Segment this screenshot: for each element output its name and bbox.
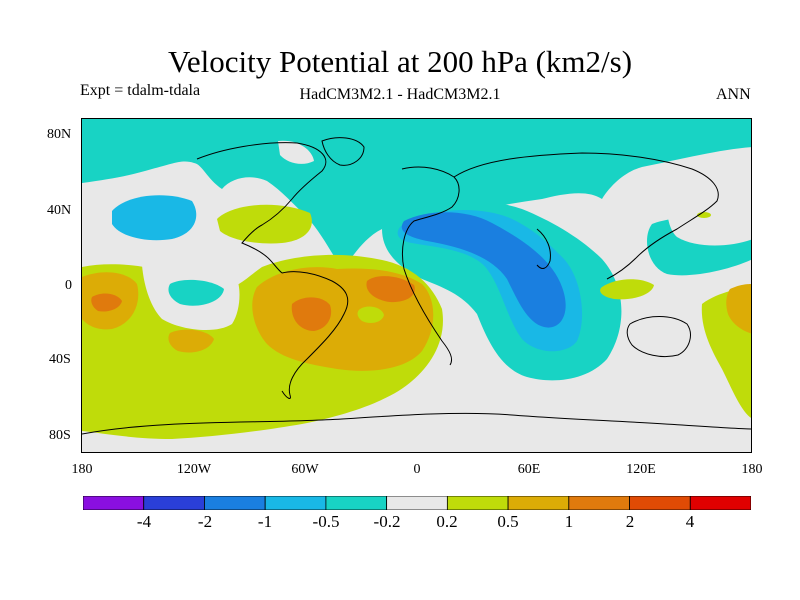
colorbar-label: -4 [136,512,152,531]
colorbar-cell [143,495,205,511]
colorbar-label: -1 [257,512,273,531]
colorbar-cell [507,495,570,511]
experiment-label: Expt = tdalm-tdala [80,82,201,99]
contour-pos-weak-samerica-patch [357,306,384,323]
lat-label-eq: 0 [65,278,72,293]
velocity-potential-map [81,118,752,453]
antarctica-coast [82,412,751,435]
lon-label-180e: 180 [741,462,763,477]
chart-title: Velocity Potential at 200 hPa (km2/s) [167,44,633,79]
lat-label-40n: 40N [47,203,72,218]
colorbar-cell [629,495,691,511]
colorbar-cell [446,495,509,511]
lat-label-80s: 80S [49,428,71,443]
contour-pos-weak-maritime [600,279,654,300]
contour-pos-mid-east-edge [726,283,751,334]
lon-label-180w: 180 [71,462,93,477]
colorbar-cell [325,495,388,511]
colorbar-label: 1 [564,512,574,531]
colorbar-cell [386,495,448,511]
lat-label-40s: 40S [49,352,71,367]
contour-neg-strong-indian [401,212,566,328]
lon-label-120w: 120W [176,462,212,477]
colorbar-label: 2 [625,512,635,531]
colorbar-label: -2 [197,512,213,531]
colorbar-label: 4 [685,512,695,531]
colorbar-cell [82,495,145,511]
colorbar-label: -0.5 [312,512,340,531]
contour-neg-mid-pacific [112,195,197,241]
contour-neg-weak-north [82,119,751,269]
colorbar-cell [568,495,630,511]
contour-pos-strong-samerica [291,297,332,331]
colorbar-label: 0.5 [497,512,519,531]
colorbar-label: 0.2 [436,512,458,531]
season-label: ANN [716,86,751,103]
colorbar-cell [689,495,752,511]
contour-pos-mid-pacific-2 [168,329,214,353]
lon-label-0: 0 [413,462,421,477]
lat-label-80n: 80N [47,127,72,142]
lon-label-60e: 60E [517,462,541,477]
colorbar-cell [264,495,327,511]
colorbar-label: -0.2 [373,512,401,531]
contour-near-zero-arctic [278,140,314,164]
lon-label-120e: 120E [626,462,656,477]
lon-label-60w: 60W [291,462,319,477]
contour-neg-weak-pacific-small-2 [168,279,224,306]
contour-pos-weak-us-east [217,204,312,244]
colorbar [82,495,752,511]
contour-near-zero-east-asia [667,157,751,246]
colorbar-cell [204,495,266,511]
model-label: HadCM3M2.1 - HadCM3M2.1 [299,86,501,103]
contour-pos-strong-atlantic [366,276,415,303]
contour-pos-strong-pacific [91,293,122,312]
coastlines [196,137,719,399]
